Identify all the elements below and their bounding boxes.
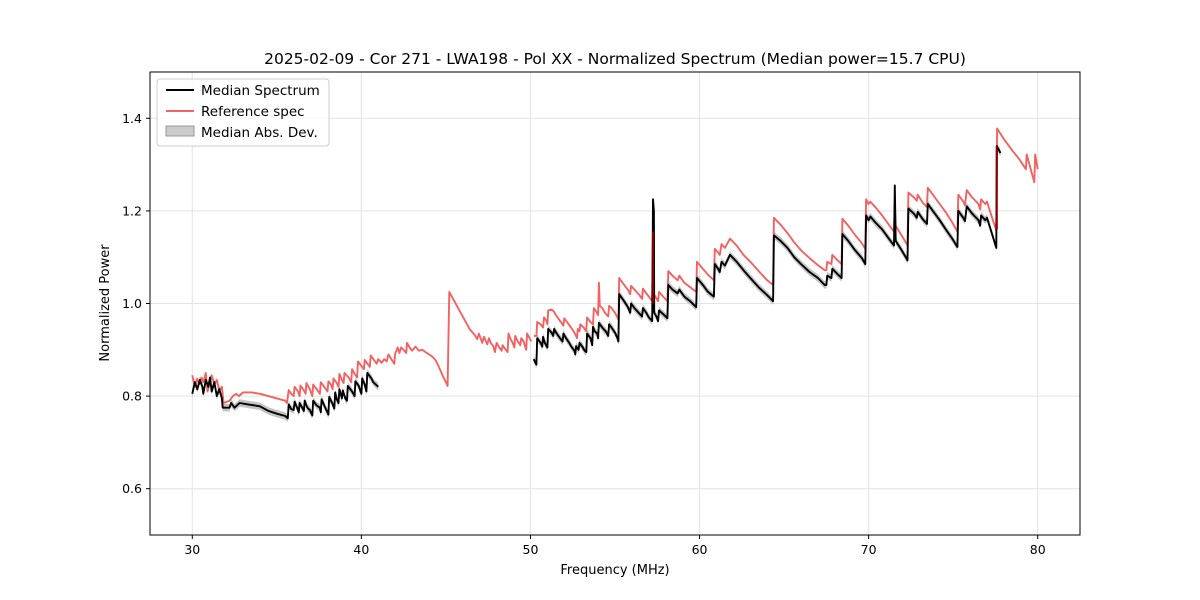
legend: Median Spectrum Reference spec Median Ab…: [156, 78, 330, 147]
x-tick-label: 50: [523, 542, 539, 557]
y-tick-label: 1.0: [122, 296, 142, 311]
y-tick-label: 1.2: [122, 203, 142, 218]
x-tick-label: 30: [184, 542, 200, 557]
median-spectrum-line: [191, 372, 379, 420]
x-tick-label: 40: [353, 542, 369, 557]
legend-swatch-mad: [165, 125, 195, 137]
overlap-layer: [652, 146, 998, 304]
chart-title: 2025-02-09 - Cor 271 - LWA198 - Pol XX -…: [264, 50, 966, 68]
legend-label-mad: Median Abs. Dev.: [201, 125, 318, 141]
y-tick-label: 1.4: [122, 111, 142, 126]
y-tick-label: 0.8: [122, 389, 142, 404]
y-tick-label: 0.6: [122, 481, 142, 496]
median-spectrum-line: [532, 145, 1002, 366]
x-tick-label: 60: [692, 542, 708, 557]
y-axis-ticks: 0.6 0.8 1.0 1.2 1.4: [122, 111, 150, 496]
legend-label-reference: Reference spec: [201, 104, 305, 120]
x-tick-label: 70: [861, 542, 877, 557]
x-axis-label: Frequency (MHz): [560, 563, 669, 578]
reference-spectrum-line: [533, 127, 1039, 340]
x-tick-label: 80: [1030, 542, 1046, 557]
y-axis-label: Normalized Power: [98, 244, 113, 362]
reference-spectrum-line: [191, 290, 533, 404]
legend-label-median: Median Spectrum: [201, 83, 320, 99]
x-axis-ticks: 30 40 50 60 70 80: [184, 535, 1046, 557]
reference-series-layer: [191, 127, 1039, 404]
legend-box: [156, 78, 330, 147]
median-series-layer: [191, 145, 1002, 420]
grid-lines: [150, 72, 1080, 535]
